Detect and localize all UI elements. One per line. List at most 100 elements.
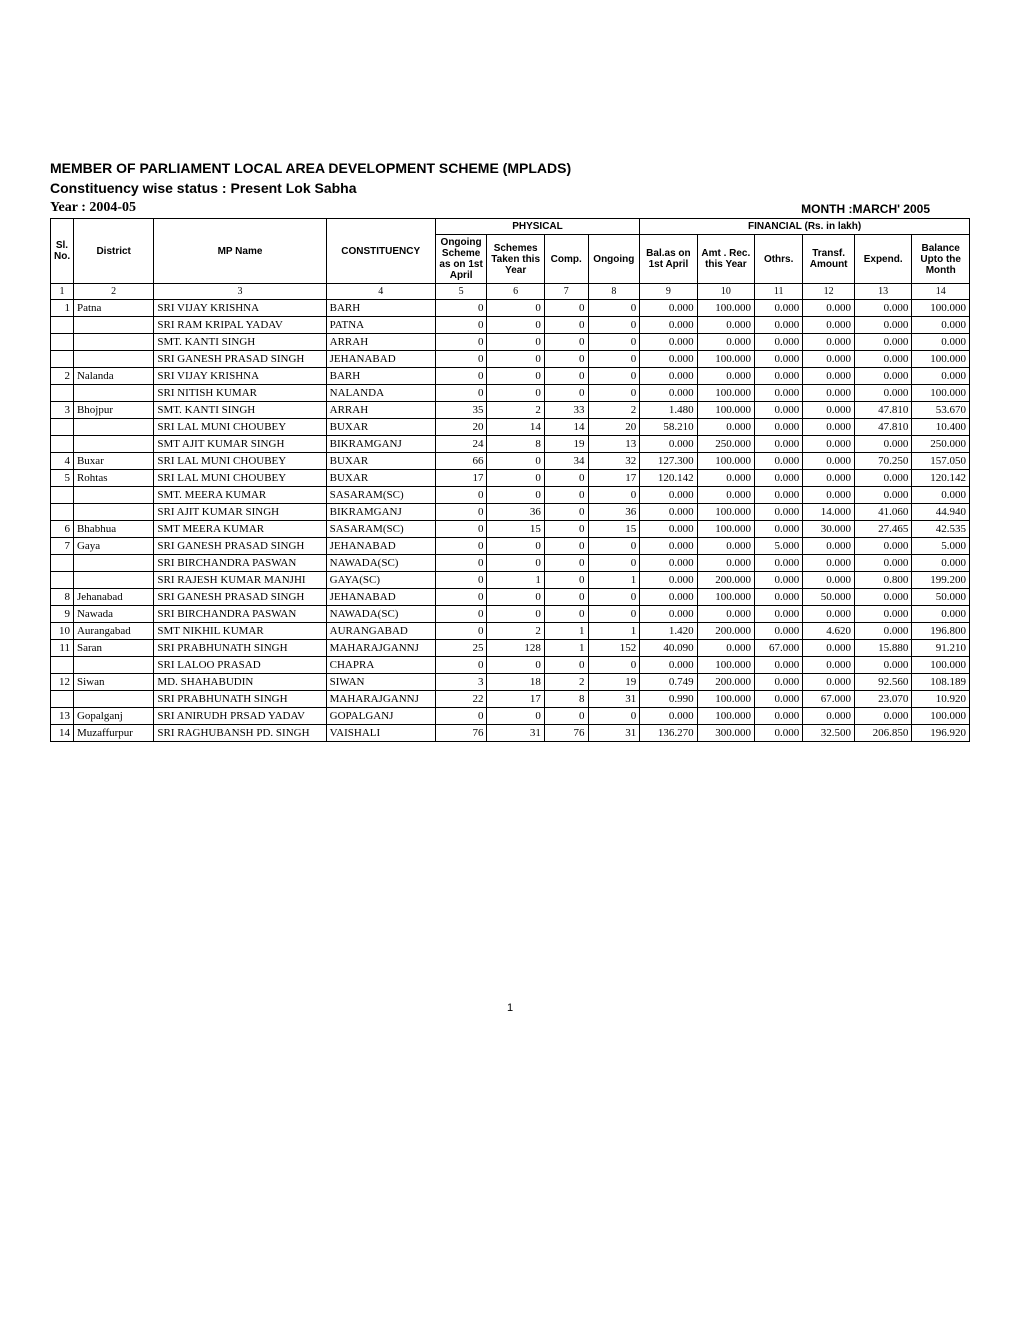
cell: 17	[435, 470, 487, 487]
cell: 1	[588, 623, 640, 640]
cell: 20	[588, 419, 640, 436]
cell: 0.000	[755, 572, 803, 589]
cell: 1.420	[640, 623, 697, 640]
cell: 5	[51, 470, 74, 487]
cell: 0.749	[640, 674, 697, 691]
cell: 100.000	[697, 504, 754, 521]
cell: 0.000	[640, 436, 697, 453]
group-physical: PHYSICAL	[435, 219, 639, 235]
cell: 100.000	[697, 351, 754, 368]
cell: 3	[51, 402, 74, 419]
cell: 0	[435, 589, 487, 606]
column-numbers-row: 1 2 3 4 5 6 7 8 9 10 11 12 13 14	[51, 284, 970, 300]
cell: SMT. KANTI SINGH	[154, 402, 326, 419]
cell: AURANGABAD	[326, 623, 435, 640]
year-month-row: Year : 2004-05 MONTH :MARCH' 2005	[50, 200, 970, 216]
cell: 100.000	[697, 402, 754, 419]
cell: 66	[435, 453, 487, 470]
cell: 58.210	[640, 419, 697, 436]
cell: 0	[544, 368, 588, 385]
cell: 17	[588, 470, 640, 487]
cell: 14	[51, 725, 74, 742]
cell: 70.250	[854, 453, 911, 470]
cell: 0.000	[854, 351, 911, 368]
table-head: Sl. No. District MP Name CONSTITUENCY PH…	[51, 219, 970, 300]
cell: 15	[487, 521, 544, 538]
cell: SRI RAJESH KUMAR MANJHI	[154, 572, 326, 589]
cell: 0	[435, 317, 487, 334]
col-8: Ongoing	[588, 235, 640, 284]
cell: 127.300	[640, 453, 697, 470]
cell: 0.000	[755, 521, 803, 538]
cell: MAHARAJGANNJ	[326, 691, 435, 708]
cell: 10	[51, 623, 74, 640]
cell: 0	[544, 504, 588, 521]
colnum: 13	[854, 284, 911, 300]
cell: 0.000	[697, 419, 754, 436]
cell: 0	[544, 572, 588, 589]
page: MEMBER OF PARLIAMENT LOCAL AREA DEVELOPM…	[0, 0, 1020, 1054]
cell: 0.000	[640, 606, 697, 623]
cell: 40.090	[640, 640, 697, 657]
group-financial: FINANCIAL (Rs. in lakh)	[640, 219, 970, 235]
col-district: District	[73, 219, 153, 284]
col-10: Amt . Rec. this Year	[697, 235, 754, 284]
cell: 0.000	[854, 317, 911, 334]
cell: 6	[51, 521, 74, 538]
cell: 0.000	[803, 436, 855, 453]
cell: 152	[588, 640, 640, 657]
colnum: 9	[640, 284, 697, 300]
table-row: 2NalandaSRI VIJAY KRISHNABARH00000.0000.…	[51, 368, 970, 385]
cell: 0.000	[755, 555, 803, 572]
cell: 2	[487, 623, 544, 640]
cell: SRI ANIRUDH PRSAD YADAV	[154, 708, 326, 725]
cell: 67.000	[803, 691, 855, 708]
cell: 0	[487, 317, 544, 334]
table-row: 11SaranSRI PRABHUNATH SINGHMAHARAJGANNJ2…	[51, 640, 970, 657]
cell	[51, 504, 74, 521]
cell: JEHANABAD	[326, 351, 435, 368]
cell: 0	[435, 368, 487, 385]
cell: SRI LAL MUNI CHOUBEY	[154, 453, 326, 470]
cell: 0	[435, 606, 487, 623]
cell: 250.000	[912, 436, 970, 453]
cell: 7	[51, 538, 74, 555]
title-main: MEMBER OF PARLIAMENT LOCAL AREA DEVELOPM…	[50, 160, 970, 176]
cell: 0	[588, 538, 640, 555]
cell: SMT NIKHIL KUMAR	[154, 623, 326, 640]
cell: 0.000	[640, 657, 697, 674]
cell: 0.000	[854, 436, 911, 453]
cell: 206.850	[854, 725, 911, 742]
cell: 1	[544, 640, 588, 657]
cell: 5.000	[755, 538, 803, 555]
cell: SIWAN	[326, 674, 435, 691]
cell: 0	[544, 538, 588, 555]
col-6: Schemes Taken this Year	[487, 235, 544, 284]
cell: Gopalganj	[73, 708, 153, 725]
cell: 100.000	[697, 453, 754, 470]
cell: SASARAM(SC)	[326, 521, 435, 538]
col-const: CONSTITUENCY	[326, 219, 435, 284]
cell: 0	[544, 385, 588, 402]
cell: 47.810	[854, 419, 911, 436]
cell: NAWADA(SC)	[326, 606, 435, 623]
table-row: SRI RAM KRIPAL YADAVPATNA00000.0000.0000…	[51, 317, 970, 334]
cell: 0.000	[755, 487, 803, 504]
cell: BUXAR	[326, 419, 435, 436]
cell: BARH	[326, 300, 435, 317]
cell: 47.810	[854, 402, 911, 419]
cell: 1	[51, 300, 74, 317]
cell: 76	[435, 725, 487, 742]
cell: 4	[51, 453, 74, 470]
cell: 0.000	[640, 708, 697, 725]
cell: 0	[588, 334, 640, 351]
cell: Rohtas	[73, 470, 153, 487]
cell: 0.000	[854, 368, 911, 385]
cell: SRI VIJAY KRISHNA	[154, 300, 326, 317]
cell: 0.000	[640, 572, 697, 589]
cell: 0.000	[755, 589, 803, 606]
cell: 0	[487, 708, 544, 725]
cell: 157.050	[912, 453, 970, 470]
cell: 136.270	[640, 725, 697, 742]
cell: 0	[487, 300, 544, 317]
